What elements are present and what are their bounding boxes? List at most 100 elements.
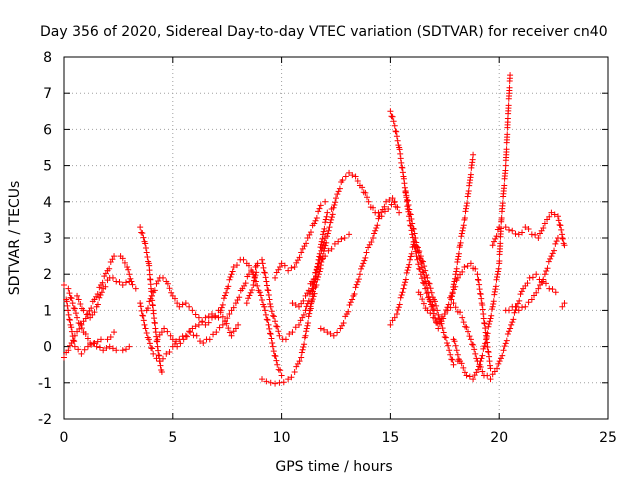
data-point [310,293,317,300]
data-point [481,343,488,350]
data-point [489,303,496,310]
data-point [402,276,409,283]
data-point [545,258,552,265]
data-point [263,278,270,285]
data-point [450,281,457,288]
data-point [406,206,413,213]
data-point [479,368,486,375]
series-arc-15 [317,195,403,339]
y-tick-label: 6 [43,122,52,138]
data-point [423,280,430,287]
data-point [448,296,455,303]
data-point [107,334,114,341]
data-point [529,274,536,281]
data-point [157,362,164,369]
data-point [519,229,526,236]
data-point [553,238,560,245]
data-point [267,301,274,308]
series-arc-21 [450,72,514,383]
data-point [213,329,220,336]
data-point [351,291,358,298]
data-point [457,239,464,246]
data-point [298,354,305,361]
y-tick-label: 4 [43,195,52,211]
data-point [469,341,475,348]
data-point [395,304,402,311]
data-point [245,295,252,302]
data-point [164,280,171,287]
data-point [71,305,78,312]
data-point [391,199,398,206]
data-point [559,235,566,241]
data-point [158,329,165,336]
data-point [96,344,103,351]
data-point [462,208,469,215]
data-point [272,353,279,360]
data-point [288,374,295,381]
data-point [449,356,456,363]
data-point [518,288,525,295]
data-point [212,312,219,319]
data-point [119,282,126,289]
data-point [525,299,532,306]
data-point [493,276,500,283]
data-point [109,274,116,281]
data-point [262,311,269,318]
data-point [503,146,510,153]
data-point [352,173,359,180]
data-point [226,311,233,318]
data-point [88,305,95,312]
data-point [84,335,91,342]
data-point [307,229,314,236]
data-point [317,325,324,332]
data-point [434,307,441,314]
data-point [455,253,462,260]
data-point [314,276,321,283]
data-point [168,289,175,296]
data-point [346,169,353,176]
data-point [557,222,564,229]
y-tick-label: -1 [38,376,52,392]
data-point [278,372,285,379]
data-point [371,230,378,237]
data-point [540,276,547,283]
data-point [423,290,430,297]
data-point [225,325,232,332]
data-point [268,308,275,315]
data-point [91,309,98,316]
data-point [454,256,461,263]
data-point [487,365,494,372]
data-point [137,303,144,310]
data-point [66,290,73,297]
data-point [467,336,474,343]
data-point [199,319,206,326]
data-point [156,352,163,359]
data-point [561,242,568,249]
data-point [427,298,434,305]
data-point [330,204,337,211]
data-point [451,278,458,285]
data-point [360,260,367,267]
data-point [402,279,409,286]
data-point [363,249,370,256]
data-point [182,332,189,339]
series-arc-11 [259,206,335,387]
data-point [286,331,293,338]
data-point [266,296,273,303]
data-point [467,260,474,267]
data-point [497,240,504,247]
data-point [512,303,519,310]
data-point [328,216,335,223]
data-point [458,233,465,240]
data-point [483,333,490,340]
data-point [245,262,252,269]
data-point [424,307,431,314]
data-point [259,256,266,263]
data-point [158,368,165,375]
data-point [510,316,517,323]
data-point [69,333,76,340]
data-point [409,225,416,232]
data-point [272,380,279,387]
data-point [480,345,487,352]
data-point [374,222,381,229]
